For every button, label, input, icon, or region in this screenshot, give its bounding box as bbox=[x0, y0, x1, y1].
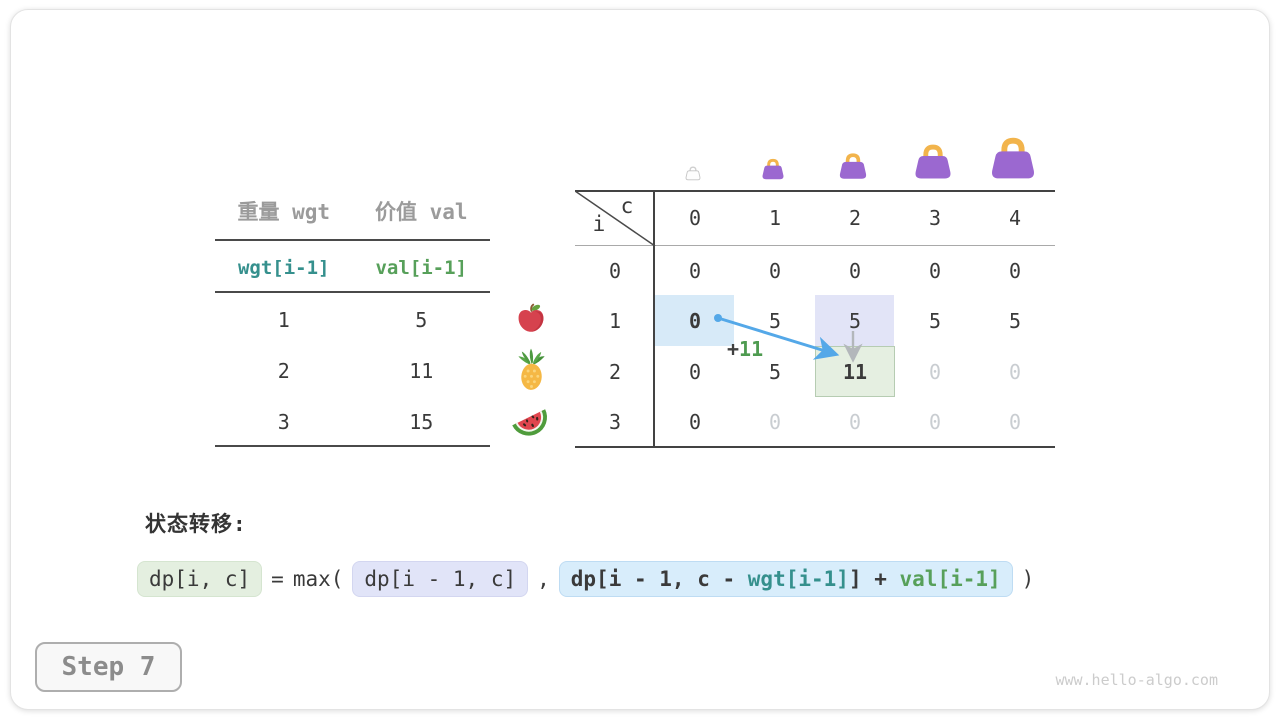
formula-take-pill: dp[i - 1, c - wgt[i-1]] + val[i-1] bbox=[558, 561, 1013, 597]
item2-weight: 2 bbox=[277, 358, 290, 383]
dp-column-headers: 0 1 2 3 4 bbox=[655, 190, 1055, 245]
take-mid: ] + bbox=[848, 567, 900, 591]
item1-value: 5 bbox=[415, 307, 428, 332]
dp-cell-2-4: 0 bbox=[1008, 359, 1022, 384]
dp-cell-1-4: 5 bbox=[1008, 309, 1022, 333]
col-header-3: 3 bbox=[928, 205, 942, 230]
formula-result-pill: dp[i, c] bbox=[137, 561, 263, 597]
corner-row-var: i bbox=[592, 212, 606, 236]
handbag-large-icon bbox=[913, 143, 953, 184]
row-header-3: 3 bbox=[608, 410, 622, 434]
dp-cell-3-3: 0 bbox=[928, 410, 942, 434]
dp-cell-2-3: 0 bbox=[928, 359, 942, 384]
dp-table-vertical-border bbox=[653, 190, 655, 447]
transition-label: 状态转移: bbox=[145, 512, 247, 536]
item1-weight: 1 bbox=[277, 307, 290, 332]
wgt-index-label: wgt[i-1] bbox=[237, 257, 330, 279]
dp-cell-2-1: 5 bbox=[768, 359, 782, 384]
item-table-header-row: 重量 wgt 价值 val bbox=[215, 188, 490, 234]
dp-cell-1-2: 5 bbox=[848, 309, 862, 333]
dp-cell-0-2: 0 bbox=[848, 258, 862, 283]
formula-max-open: max( bbox=[292, 567, 344, 591]
formula-close-paren: ) bbox=[1021, 567, 1035, 591]
corner-col-var: c bbox=[620, 194, 634, 218]
item-row-1: 1 5 bbox=[215, 294, 490, 345]
row-header-1: 1 bbox=[608, 309, 622, 333]
row-header-0: 0 bbox=[608, 258, 622, 283]
site-url: www.hello-algo.com bbox=[1055, 671, 1218, 689]
item3-value: 15 bbox=[409, 409, 434, 434]
item-table-line-bottom bbox=[215, 445, 490, 447]
transition-formula: dp[i, c] = max( dp[i - 1, c] , dp[i - 1,… bbox=[137, 561, 1034, 597]
col-header-1: 1 bbox=[768, 205, 782, 230]
handbag-small-icon bbox=[761, 158, 785, 184]
gain-value: 11 bbox=[739, 337, 764, 361]
item-row-2: 2 11 bbox=[215, 345, 490, 396]
dp-table: c i 0 1 2 3 4 0 1 2 3 0 0 0 0 0 0 5 5 5 … bbox=[575, 190, 1055, 449]
item2-value: 11 bbox=[409, 358, 434, 383]
step-badge: Step 7 bbox=[35, 642, 182, 692]
dp-cell-3-1: 0 bbox=[768, 410, 782, 434]
dp-row-3: 0 0 0 0 0 bbox=[655, 397, 1055, 448]
dp-cell-3-0: 0 bbox=[688, 410, 702, 434]
dp-cell-0-4: 0 bbox=[1008, 258, 1022, 283]
col-header-0: 0 bbox=[688, 205, 702, 230]
dp-cell-2-2: 11 bbox=[842, 359, 868, 384]
take-val: val[i-1] bbox=[899, 567, 1001, 591]
val-index-label: val[i-1] bbox=[375, 257, 467, 279]
col-header-4: 4 bbox=[1008, 205, 1022, 230]
dp-table-top-border bbox=[575, 190, 1055, 192]
weight-column-header: 重量 wgt bbox=[237, 200, 331, 224]
dp-row-2: 0 5 11 0 0 bbox=[655, 346, 1055, 397]
take-pre: dp[i - 1, c - bbox=[570, 567, 748, 591]
handbag-xlarge-icon bbox=[989, 136, 1037, 184]
item-row-3: 3 15 bbox=[215, 396, 490, 447]
gain-plus-sign: + bbox=[727, 337, 740, 361]
dp-cell-2-0: 0 bbox=[688, 359, 702, 384]
dp-table-bottom-border bbox=[575, 446, 1055, 448]
dp-cell-3-4: 0 bbox=[1008, 410, 1022, 434]
row-header-2: 2 bbox=[608, 359, 622, 384]
col-header-2: 2 bbox=[848, 205, 862, 230]
item-table-line-top bbox=[215, 239, 490, 241]
take-wgt: wgt[i-1] bbox=[747, 567, 849, 591]
formula-comma: , bbox=[537, 567, 550, 591]
dp-table-header-separator bbox=[575, 245, 1055, 246]
item-table-index-row: wgt[i-1] val[i-1] bbox=[215, 245, 490, 291]
watermelon-icon bbox=[509, 402, 551, 444]
item3-weight: 3 bbox=[277, 409, 290, 434]
dp-cell-1-3: 5 bbox=[928, 309, 942, 333]
formula-equals: = bbox=[271, 567, 284, 591]
dp-cell-0-3: 0 bbox=[928, 258, 942, 283]
dp-cell-1-0: 0 bbox=[688, 309, 702, 333]
value-column-header: 价值 val bbox=[374, 200, 468, 224]
dp-cell-3-2: 0 bbox=[848, 410, 862, 434]
pineapple-icon bbox=[514, 347, 549, 396]
dp-row-1: 0 5 5 5 5 bbox=[655, 296, 1055, 347]
dp-row-0: 0 0 0 0 0 bbox=[655, 245, 1055, 296]
corner-diagonal-line bbox=[575, 190, 656, 247]
gain-annotation: +11 bbox=[727, 337, 763, 361]
dp-cell-0-0: 0 bbox=[688, 258, 702, 283]
handbag-medium-icon bbox=[838, 152, 868, 184]
dp-cell-0-1: 0 bbox=[768, 258, 782, 283]
item-table-line-mid bbox=[215, 291, 490, 293]
handbag-outline-icon bbox=[685, 165, 701, 185]
apple-icon bbox=[515, 302, 547, 338]
formula-keep-pill: dp[i - 1, c] bbox=[352, 561, 529, 597]
